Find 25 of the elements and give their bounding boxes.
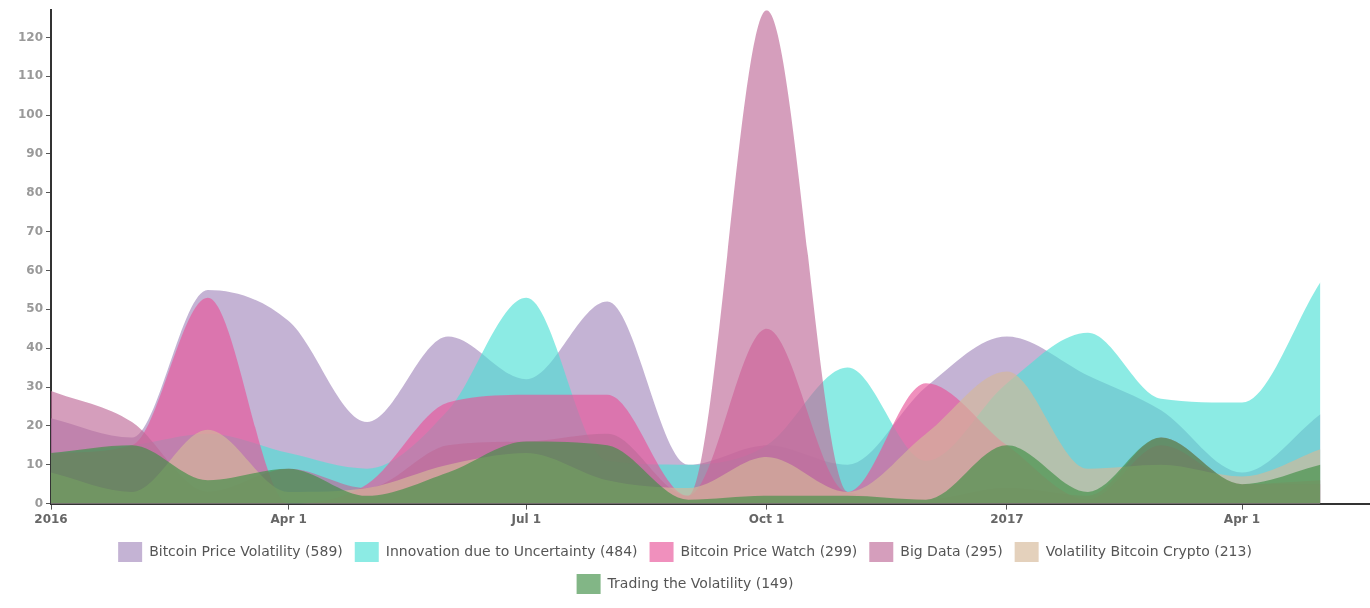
x-tick-label: Oct 1 [748,511,785,526]
legend-label: Big Data (295) [900,542,1003,559]
y-tick-label: 80 [26,184,43,199]
legend-label: Trading the Volatility (149) [606,574,794,591]
y-tick-label: 30 [26,379,43,394]
x-tick-label: Apr 1 [1223,511,1261,526]
legend-label: Volatility Bitcoin Crypto (213) [1045,542,1252,559]
y-tick-label: 20 [26,418,43,433]
y-tick-label: 120 [17,29,43,44]
y-tick-label: 60 [26,262,43,277]
x-tick-label: Jul 1 [510,511,542,526]
legend-label: Innovation due to Uncertainty (484) [385,542,638,559]
y-tick-label: 100 [17,107,43,122]
y-tick-label: 70 [26,223,43,238]
legend-label: Bitcoin Price Watch (299) [680,542,858,559]
y-tick-label: 50 [26,301,43,316]
y-tick-label: 40 [26,340,43,355]
y-tick-label: 90 [26,146,43,161]
y-tick-label: 10 [26,456,43,471]
legend-label: Bitcoin Price Volatility (589) [149,542,343,559]
x-tick-label: Apr 1 [270,511,307,526]
y-tick-label: 0 [34,495,43,510]
x-tick-label: 2017 [990,511,1024,526]
x-tick-label: 2016 [34,511,68,526]
y-tick-label: 110 [17,68,43,83]
